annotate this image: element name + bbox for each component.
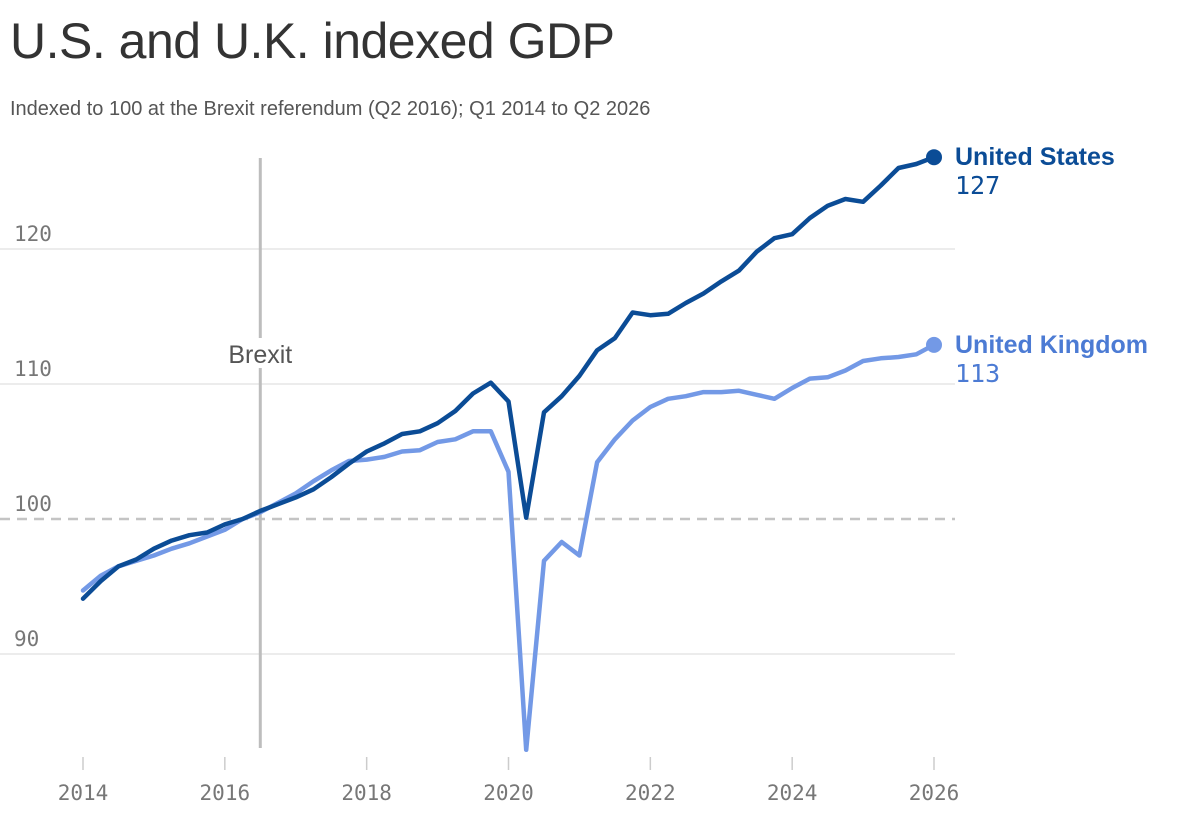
united-kingdom-end-point [926, 336, 942, 353]
united-states-line [80, 154, 937, 601]
x-tick-label: 2026 [909, 781, 960, 805]
x-tick-label: 2016 [200, 781, 251, 805]
united-states-label: United States [955, 143, 1115, 171]
united-kingdom-end-value: 113 [955, 359, 1000, 388]
united-kingdom-line [80, 342, 937, 753]
brexit-label-bg [222, 338, 299, 368]
chart-subtitle: Indexed to 100 at the Brexit referendum … [10, 98, 651, 120]
brexit-annotation: Brexit [222, 158, 299, 748]
united-states-end-value: 127 [955, 171, 1000, 200]
x-tick-label: 2020 [483, 781, 534, 805]
brexit-label: Brexit [228, 341, 292, 369]
axis-labels: 90 100 110 120 2014 2016 2018 2020 2022 2024 2026 [14, 222, 959, 805]
x-tick-label: 2024 [767, 781, 818, 805]
chart-title: U.S. and U.K. indexed GDP [10, 13, 615, 69]
x-tick-label: 2018 [341, 781, 392, 805]
series-lines [80, 154, 937, 753]
x-tick-label: 2014 [58, 781, 109, 805]
x-tick-label: 2022 [625, 781, 676, 805]
y-tick-label: 110 [14, 357, 52, 381]
united-kingdom-label: United Kingdom [955, 331, 1148, 359]
y-tick-label: 120 [14, 222, 52, 246]
y-tick-label: 100 [14, 492, 52, 516]
y-tick-label: 90 [14, 627, 39, 651]
gridlines [0, 248, 955, 655]
united-states-end-point [926, 149, 942, 166]
